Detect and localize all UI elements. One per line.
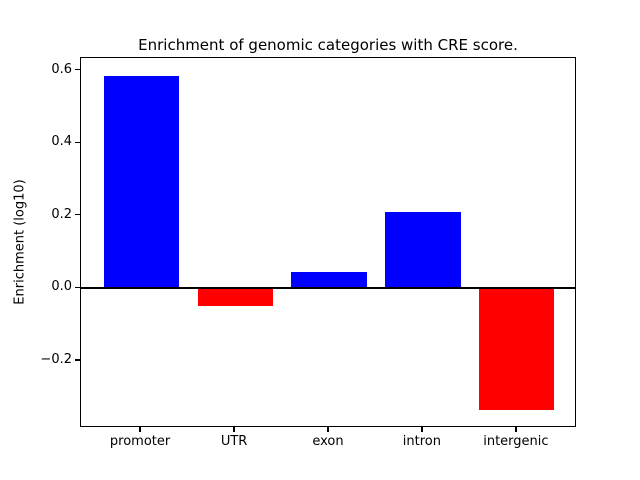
y-tick-label: 0.4 [51,134,72,150]
y-tick-label: 0.6 [51,61,72,77]
y-tick-label: −0.2 [40,351,72,367]
y-tick-mark [75,359,80,361]
bar-UTR [197,288,273,307]
x-tick-mark [233,427,235,432]
bar-exon [291,272,367,289]
x-tick-mark [139,427,141,432]
plot-area [80,57,576,427]
y-tick-mark [75,69,80,71]
x-tick-label-intergenic: intergenic [483,434,549,449]
x-tick-mark [515,427,517,432]
bar-intergenic [479,288,555,410]
x-tick-label-promoter: promoter [109,434,171,449]
x-tick-mark [327,427,329,432]
x-tick-label-exon: exon [312,434,344,449]
x-tick-label-UTR: UTR [220,434,248,449]
chart-title: Enrichment of genomic categories with CR… [138,36,518,54]
y-tick-mark [75,214,80,216]
y-tick-mark [75,286,80,288]
y-tick-label: 0.0 [51,279,72,295]
zero-baseline [81,287,575,290]
y-tick-label: 0.2 [51,206,72,222]
x-tick-mark [421,427,423,432]
bar-promoter [103,76,179,289]
x-tick-label-intron: intron [402,434,441,449]
y-tick-mark [75,141,80,143]
bar-intron [385,212,461,289]
